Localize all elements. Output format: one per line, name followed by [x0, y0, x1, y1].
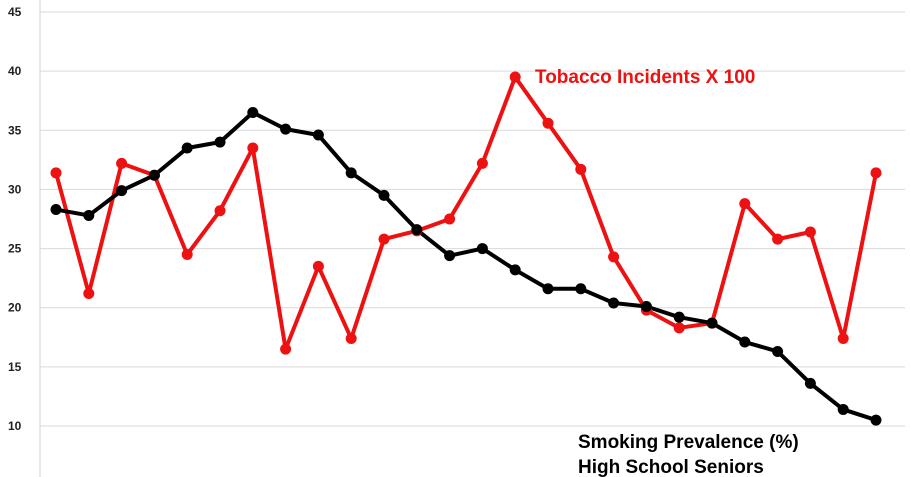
data-point-tobacco-incidents — [280, 343, 292, 355]
data-point-tobacco-incidents — [378, 233, 390, 245]
data-point-smoking-prevalence — [870, 414, 882, 426]
data-point-smoking-prevalence — [411, 224, 423, 236]
y-tick-label: 25 — [8, 242, 22, 256]
y-tick-label: 35 — [8, 123, 22, 137]
data-point-smoking-prevalence — [280, 123, 292, 135]
data-point-tobacco-incidents — [608, 251, 620, 263]
data-point-tobacco-incidents — [542, 117, 554, 129]
data-point-smoking-prevalence — [214, 136, 226, 148]
data-point-tobacco-incidents — [181, 248, 193, 260]
data-point-tobacco-incidents — [312, 260, 324, 272]
data-point-tobacco-incidents — [575, 163, 587, 175]
series-points — [50, 71, 882, 426]
gridlines — [40, 11, 905, 427]
data-point-tobacco-incidents — [739, 198, 751, 210]
data-point-smoking-prevalence — [575, 283, 587, 295]
data-point-tobacco-incidents — [509, 71, 521, 83]
data-point-smoking-prevalence — [673, 311, 685, 323]
y-tick-label: 30 — [8, 182, 22, 196]
data-point-smoking-prevalence — [706, 317, 718, 329]
data-point-smoking-prevalence — [837, 403, 849, 415]
y-axis-ticks: 10 15 20 25 30 35 40 45 — [8, 5, 22, 433]
y-tick-label: 40 — [8, 64, 22, 78]
data-point-tobacco-incidents — [804, 226, 816, 238]
data-point-smoking-prevalence — [739, 336, 751, 348]
data-point-tobacco-incidents — [116, 157, 128, 169]
data-point-smoking-prevalence — [608, 297, 620, 309]
data-point-tobacco-incidents — [870, 167, 882, 179]
data-point-smoking-prevalence — [345, 167, 357, 179]
data-point-smoking-prevalence — [148, 169, 160, 181]
data-point-smoking-prevalence — [640, 301, 652, 313]
data-point-tobacco-incidents — [837, 332, 849, 344]
data-point-smoking-prevalence — [378, 189, 390, 201]
series-lines — [54, 75, 878, 422]
data-point-tobacco-incidents — [214, 205, 226, 217]
series-line-tobacco-incidents — [54, 75, 878, 352]
data-point-smoking-prevalence — [772, 345, 784, 357]
data-point-tobacco-incidents — [772, 233, 784, 245]
data-point-smoking-prevalence — [247, 107, 259, 119]
data-point-smoking-prevalence — [312, 129, 324, 141]
y-tick-label: 10 — [8, 419, 22, 433]
data-point-tobacco-incidents — [444, 213, 456, 225]
data-point-tobacco-incidents — [476, 157, 488, 169]
series-label-smoking-prevalence-line2: High School Seniors — [578, 457, 764, 477]
series-label-tobacco-incidents: Tobacco Incidents X 100 — [535, 67, 755, 88]
series-line-smoking-prevalence — [55, 110, 877, 422]
data-point-smoking-prevalence — [509, 264, 521, 276]
series-label-smoking-prevalence: Smoking Prevalence (%) — [578, 432, 799, 453]
data-point-smoking-prevalence — [50, 204, 62, 216]
data-point-tobacco-incidents — [50, 167, 62, 179]
data-point-tobacco-incidents — [247, 142, 259, 154]
data-point-smoking-prevalence — [444, 250, 456, 262]
data-point-tobacco-incidents — [345, 332, 357, 344]
data-point-tobacco-incidents — [673, 322, 685, 334]
data-point-tobacco-incidents — [83, 288, 95, 300]
data-point-smoking-prevalence — [181, 142, 193, 154]
y-tick-label: 20 — [8, 301, 22, 315]
data-point-smoking-prevalence — [83, 209, 95, 221]
data-point-smoking-prevalence — [476, 243, 488, 255]
y-tick-label: 45 — [8, 5, 22, 19]
data-point-smoking-prevalence — [542, 283, 554, 295]
data-point-smoking-prevalence — [804, 377, 816, 389]
y-tick-label: 15 — [8, 360, 22, 374]
data-point-smoking-prevalence — [116, 185, 128, 197]
